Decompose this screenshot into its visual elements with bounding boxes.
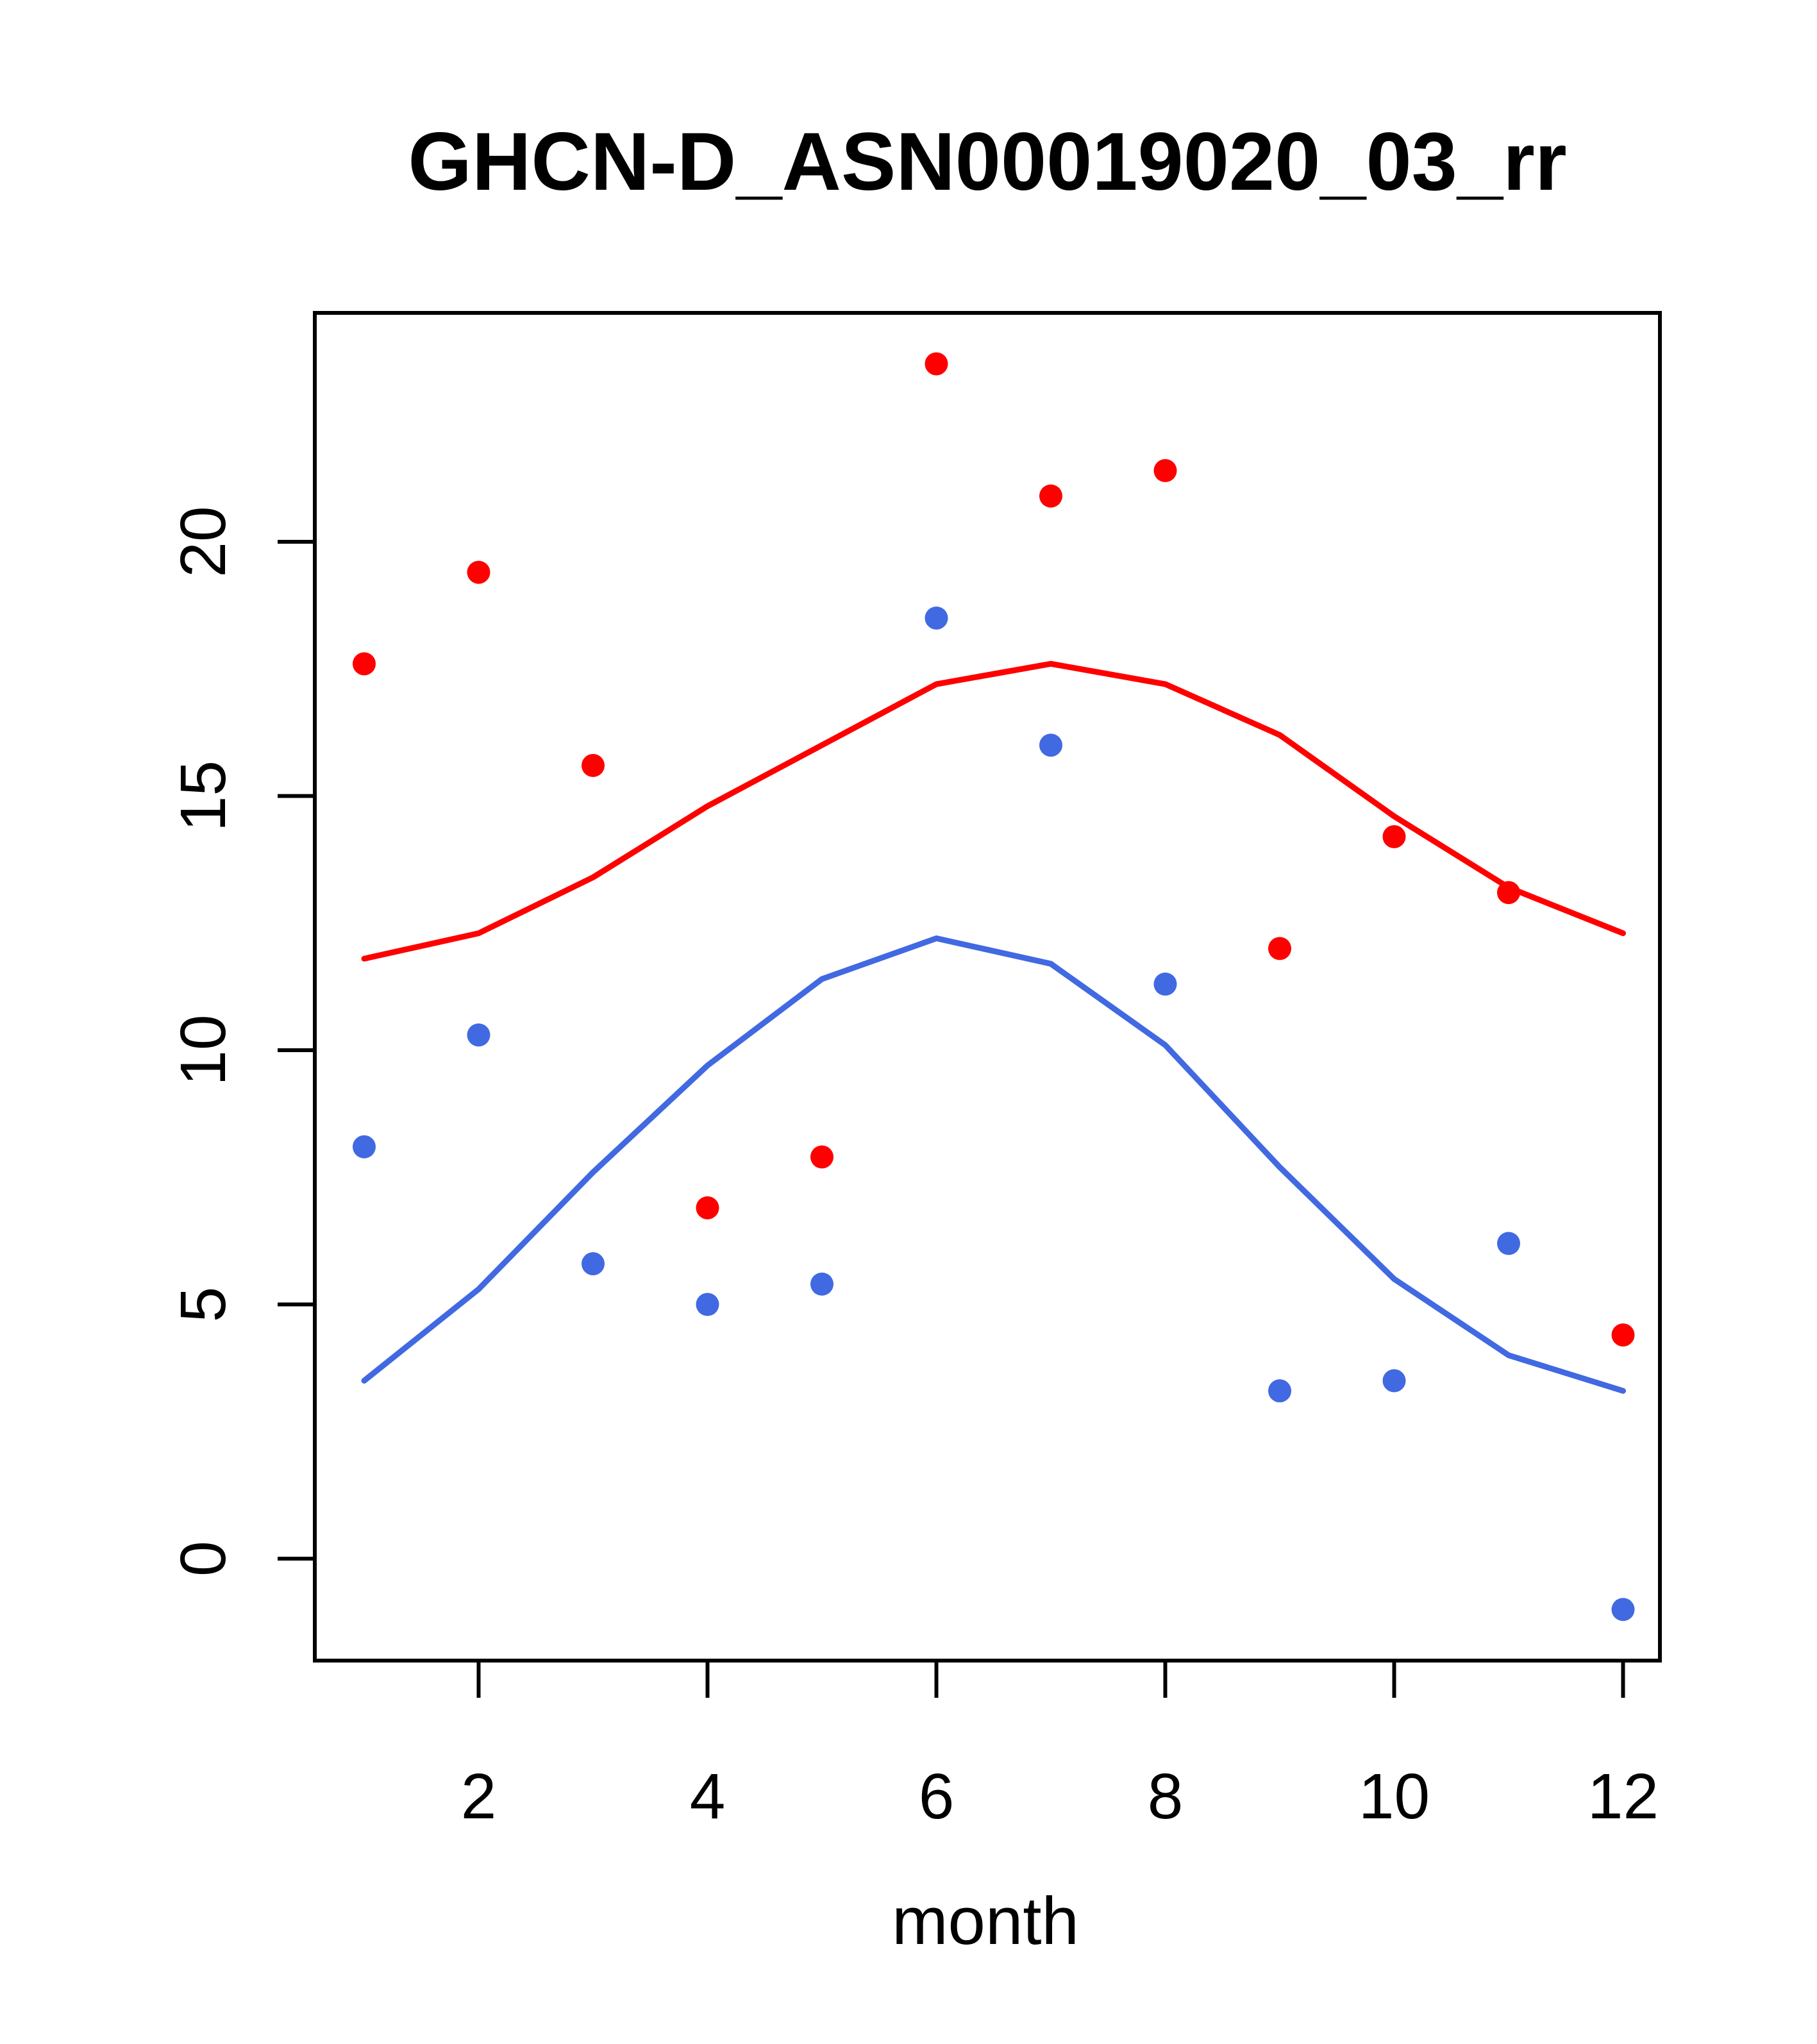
y-tick-label: 20 [167, 506, 239, 577]
blue-point [1382, 1369, 1406, 1393]
blue-point [1268, 1379, 1291, 1403]
red-point [1268, 937, 1291, 960]
x-axis-label: month [892, 1884, 1079, 1959]
x-tick-label: 12 [1587, 1761, 1659, 1832]
plot-border [313, 311, 1662, 1663]
red-point [1382, 825, 1406, 848]
blue-point [1497, 1232, 1520, 1255]
x-tick-label: 2 [461, 1761, 497, 1832]
blue-point [1039, 733, 1062, 757]
red-point [582, 753, 605, 777]
red-point [696, 1196, 719, 1219]
blue-point [925, 606, 948, 630]
y-tick-label: 10 [167, 1014, 239, 1085]
blue-smooth-line [361, 935, 1626, 1394]
red-point [353, 652, 376, 676]
red-point [1153, 458, 1177, 482]
series-layer [353, 352, 1635, 1621]
red-smooth-line [361, 660, 1626, 962]
red-point [810, 1145, 833, 1169]
blue-point [1611, 1598, 1635, 1621]
blue-point [353, 1135, 376, 1159]
red-point [1039, 484, 1062, 508]
blue-point [810, 1272, 833, 1296]
blue-point [1153, 972, 1177, 996]
x-axis: 2 4 6 8 10 12 [461, 1661, 1659, 1832]
red-point [925, 352, 948, 376]
y-tick-label: 15 [167, 760, 239, 832]
x-tick-label: 8 [1148, 1761, 1184, 1832]
blue-point [582, 1252, 605, 1276]
x-tick-label: 4 [690, 1761, 726, 1832]
x-tick-label: 6 [919, 1761, 955, 1832]
x-tick-label: 10 [1359, 1761, 1430, 1832]
y-axis: 0 5 10 15 20 [167, 506, 315, 1577]
y-tick-label: 5 [167, 1287, 239, 1323]
blue-point [696, 1293, 719, 1316]
red-point [1611, 1323, 1635, 1347]
red-point [467, 560, 490, 584]
chart-title: GHCN-D_ASN00019020_03_rr [408, 116, 1566, 208]
blue-point [467, 1023, 490, 1047]
y-tick-label: 0 [167, 1541, 239, 1577]
red-point [1497, 881, 1520, 905]
